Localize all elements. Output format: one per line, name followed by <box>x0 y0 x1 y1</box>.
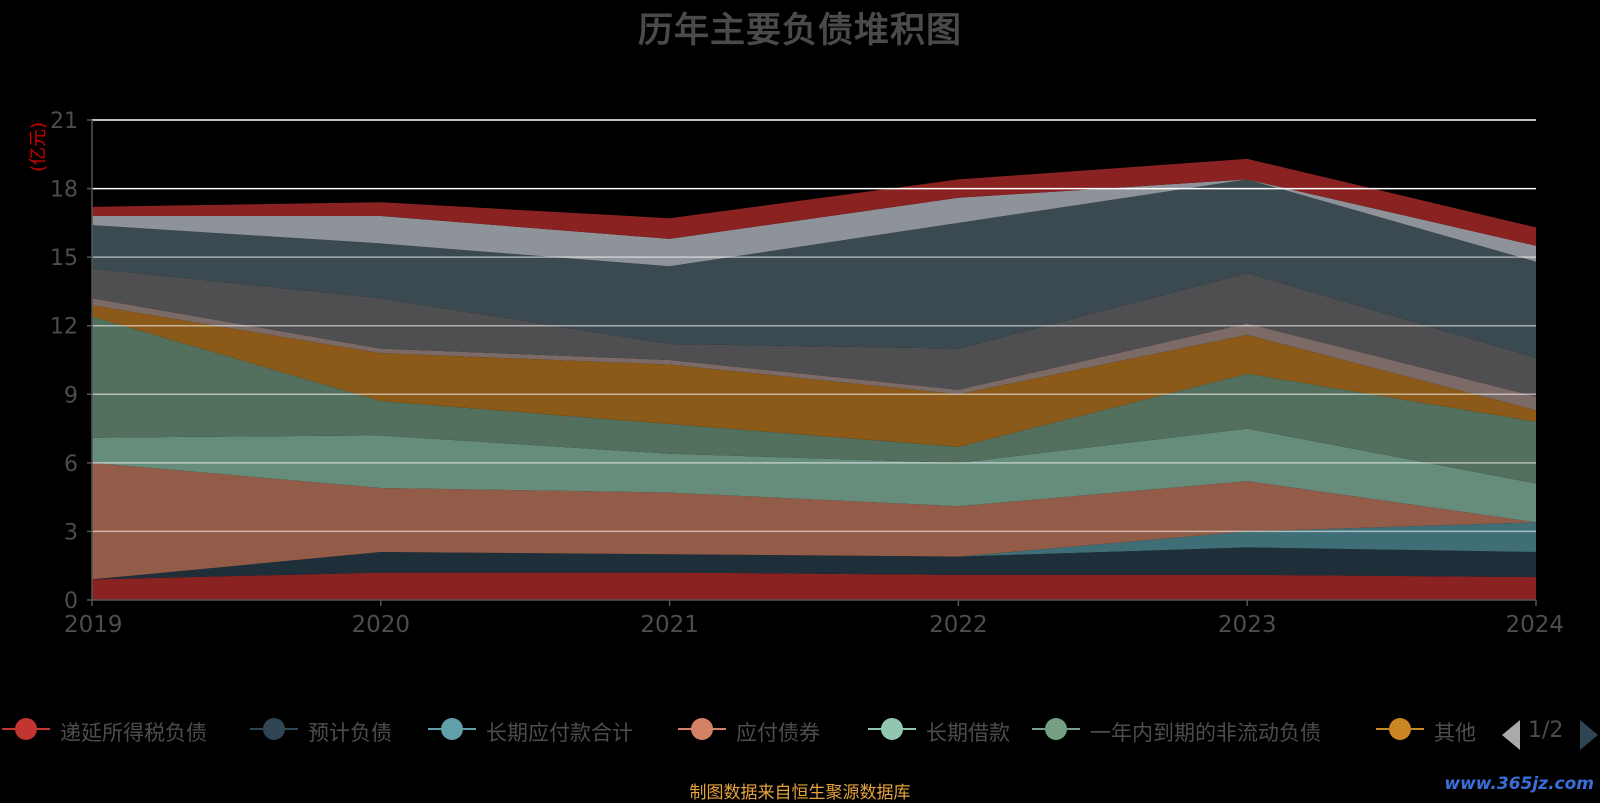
area-series-3[interactable] <box>92 462 1536 580</box>
legend-pager: 1/2 <box>1502 716 1600 750</box>
site-watermark: www.365jz.com <box>1444 774 1594 794</box>
y-tick-label: 15 <box>50 246 78 271</box>
legend: 递延所得税负债 预计负债 长期应付款合计 应付债券 长期借款 一年内到期的非流动负债 其他 <box>0 714 1600 745</box>
data-source-note: 制图数据来自恒生聚源数据库 <box>689 783 911 803</box>
legend-label: 一年内到期的非流动负债 <box>1090 721 1321 745</box>
legend-page-indicator: 1/2 <box>1528 718 1564 743</box>
y-tick-label: 21 <box>50 109 78 134</box>
x-tick-label: 2022 <box>929 612 988 638</box>
area-series-0[interactable] <box>92 572 1536 600</box>
y-tick-label: 6 <box>64 452 78 477</box>
legend-prev-page-icon[interactable] <box>1502 720 1520 750</box>
area-series-2[interactable] <box>92 522 1536 580</box>
legend-marker-icon <box>428 718 476 740</box>
legend-marker-icon <box>2 718 50 740</box>
legend-label: 长期应付款合计 <box>486 721 633 745</box>
x-tick-label: 2020 <box>352 612 411 638</box>
legend-label: 其他 <box>1434 721 1476 745</box>
y-tick-label: 9 <box>64 383 78 408</box>
area-series-11[interactable] <box>92 158 1536 246</box>
area-series-10[interactable] <box>92 179 1536 267</box>
legend-marker-icon <box>868 718 916 740</box>
area-series-1[interactable] <box>92 547 1536 580</box>
legend-marker-icon <box>1376 718 1424 740</box>
area-series-4[interactable] <box>92 428 1536 523</box>
y-tick-label: 0 <box>64 589 78 614</box>
x-tick-label: 2023 <box>1218 612 1277 638</box>
area-series-6[interactable] <box>92 305 1536 447</box>
area-series-9[interactable] <box>92 179 1536 358</box>
legend-label: 预计负债 <box>308 721 392 745</box>
y-tick-label: 3 <box>64 520 78 545</box>
stacked-area-chart[interactable]: 0 3 6 9 12 15 18 21 2019 2020 2021 2022 2023 2024 <box>0 0 1600 700</box>
legend-marker-icon <box>250 718 298 740</box>
area-series-5[interactable] <box>92 316 1536 484</box>
y-tick-label: 12 <box>50 315 78 340</box>
y-tick-label: 18 <box>50 178 78 203</box>
legend-marker-icon <box>1032 718 1080 740</box>
x-tick-label: 2021 <box>640 612 699 638</box>
legend-label: 长期借款 <box>926 721 1010 745</box>
legend-label: 递延所得税负债 <box>60 721 207 745</box>
chart-title: 历年主要负债堆积图 <box>637 11 962 51</box>
legend-next-page-icon[interactable] <box>1580 720 1598 750</box>
legend-marker-icon <box>678 718 726 740</box>
x-tick-label: 2019 <box>64 612 123 638</box>
area-series-8[interactable] <box>92 268 1536 397</box>
legend-label: 应付债券 <box>736 721 820 745</box>
x-tick-label: 2024 <box>1505 612 1564 638</box>
